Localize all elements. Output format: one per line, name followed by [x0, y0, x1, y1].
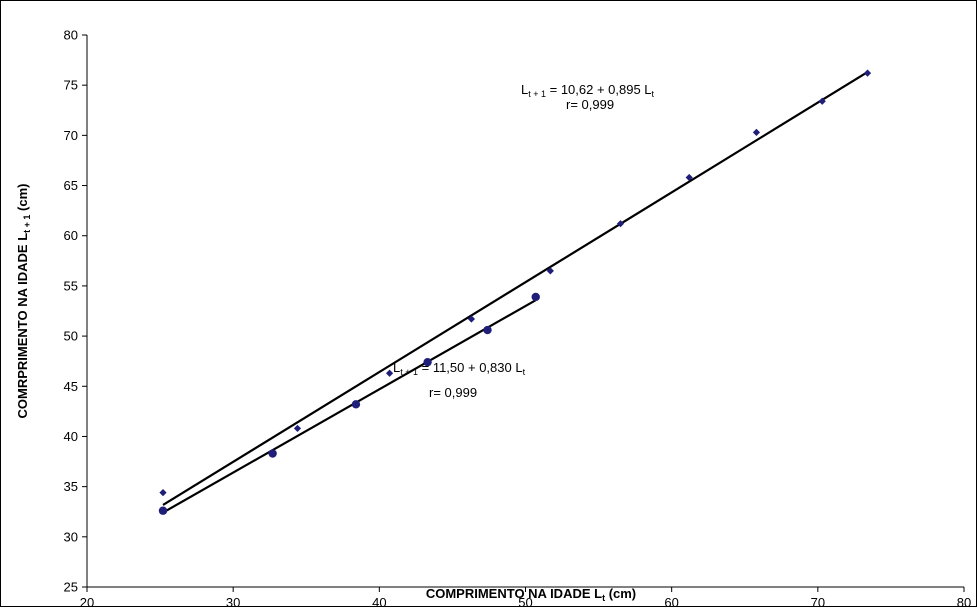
y-tick-label: 75 [64, 78, 78, 93]
equation-2-r: r= 0,999 [429, 385, 477, 400]
y-tick-label: 55 [64, 278, 78, 293]
x-tick-label: 30 [226, 595, 240, 606]
series-2-point [483, 325, 492, 335]
equation-2-rhs-sub: t [523, 367, 526, 377]
y-tick-label: 35 [64, 479, 78, 494]
series-1-point [546, 267, 554, 275]
equation-1: Lt + 1 = 10,62 + 0,895 Lt [521, 82, 655, 99]
y-tick-label: 60 [64, 228, 78, 243]
series-2-point [158, 506, 168, 515]
equation-2: Lt + 1 = 11,50 + 0,830 Lt [393, 360, 526, 377]
y-tick-label: 70 [64, 128, 78, 143]
x-tick-label: 70 [811, 595, 825, 606]
y-tick-label: 65 [64, 178, 78, 193]
equation-2-lhs-sub: t + 1 [400, 367, 418, 377]
y-tick-label: 80 [64, 28, 78, 43]
x-axis-title-suffix: (cm) [605, 586, 636, 601]
y-axis-title-main: COMRPRIMENTO NA IDADE L [15, 233, 30, 419]
equation-1-rhs: = 10,62 + 0,895 L [546, 82, 652, 97]
x-axis-title: COMPRIMENTO NA IDADE Lt (cm) [426, 586, 636, 603]
equation-1-rhs-sub: t [652, 89, 655, 99]
series-1-point [293, 424, 302, 433]
series-1-point [385, 369, 394, 377]
series-1-point [818, 97, 826, 105]
equation-1-lhs-sub: t + 1 [528, 89, 546, 99]
series-1-point [616, 220, 625, 228]
series-1-point [863, 69, 872, 77]
equation-1-r: r= 0,999 [566, 97, 614, 112]
y-axis-title: COMRPRIMENTO NA IDADE Lt + 1 (cm) [15, 184, 32, 419]
series-1-point [159, 489, 167, 497]
series-1-point [467, 315, 476, 323]
series-2-point [531, 292, 540, 302]
series-2-point [351, 400, 361, 409]
x-tick-label: 80 [957, 595, 971, 606]
equation-2-lhs: L [393, 360, 400, 375]
axes [82, 34, 965, 592]
series-1-point [752, 128, 761, 136]
x-tick-label: 20 [80, 595, 94, 606]
equation-1-lhs: L [521, 82, 528, 97]
fit-line-2 [162, 299, 537, 514]
y-tick-label: 50 [64, 329, 78, 344]
series-1-point [685, 173, 693, 182]
y-tick-label: 40 [64, 429, 78, 444]
data-points [158, 69, 872, 515]
y-axis-title-suffix: (cm) [15, 184, 30, 215]
x-axis-title-sub: t [602, 593, 605, 603]
y-tick-label: 45 [64, 379, 78, 394]
y-axis-title-sub: t + 1 [22, 215, 32, 233]
series-2-point [268, 449, 277, 458]
equation-2-rhs: = 11,50 + 0,830 L [418, 360, 523, 375]
y-tick-label: 30 [64, 529, 78, 544]
fit-line-1 [162, 71, 869, 506]
fit-lines [162, 71, 869, 514]
y-tick-label: 25 [64, 580, 78, 595]
x-tick-label: 40 [372, 595, 386, 606]
x-tick-label: 60 [664, 595, 678, 606]
series-2-point [423, 357, 432, 367]
x-axis-title-main: COMPRIMENTO NA IDADE L [426, 586, 602, 601]
